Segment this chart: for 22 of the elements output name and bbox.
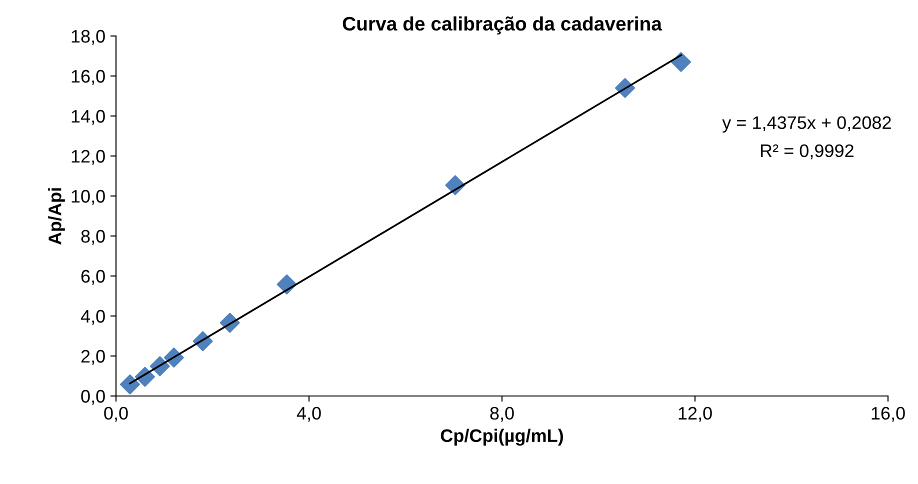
chart-title: Curva de calibração da cadaverina: [342, 16, 662, 34]
x-tick-label: 4,0: [296, 406, 321, 422]
y-tick-label: 2,0: [81, 350, 105, 365]
x-tick-label: 0,0: [104, 406, 128, 422]
y-tick-label: 0,0: [81, 390, 105, 405]
y-tick-label: 18,0: [72, 30, 105, 45]
y-tick-label: 6,0: [81, 270, 105, 285]
point: [670, 52, 692, 72]
x-axis-title: Cp/Cpi(µg/mL): [440, 428, 563, 446]
x-tick-label: 16,0: [872, 406, 905, 422]
y-tick-label: 16,0: [72, 70, 105, 85]
x-tick-label: 12,0: [678, 406, 712, 422]
x-tick-label: 8,0: [490, 406, 514, 422]
annotation: y = 1,4375x + 0,2082: [722, 116, 891, 133]
point: [120, 374, 140, 394]
y-tick-label: 8,0: [81, 230, 105, 245]
y-axis-title: Ap/Api: [48, 188, 65, 245]
annotation: R² = 0,9992: [760, 144, 854, 160]
y-tick-label: 10,0: [72, 190, 105, 205]
y-tick-label: 14,0: [72, 110, 105, 125]
y-tick-label: 4,0: [80, 310, 105, 325]
y-tick-label: 12,0: [72, 150, 105, 165]
